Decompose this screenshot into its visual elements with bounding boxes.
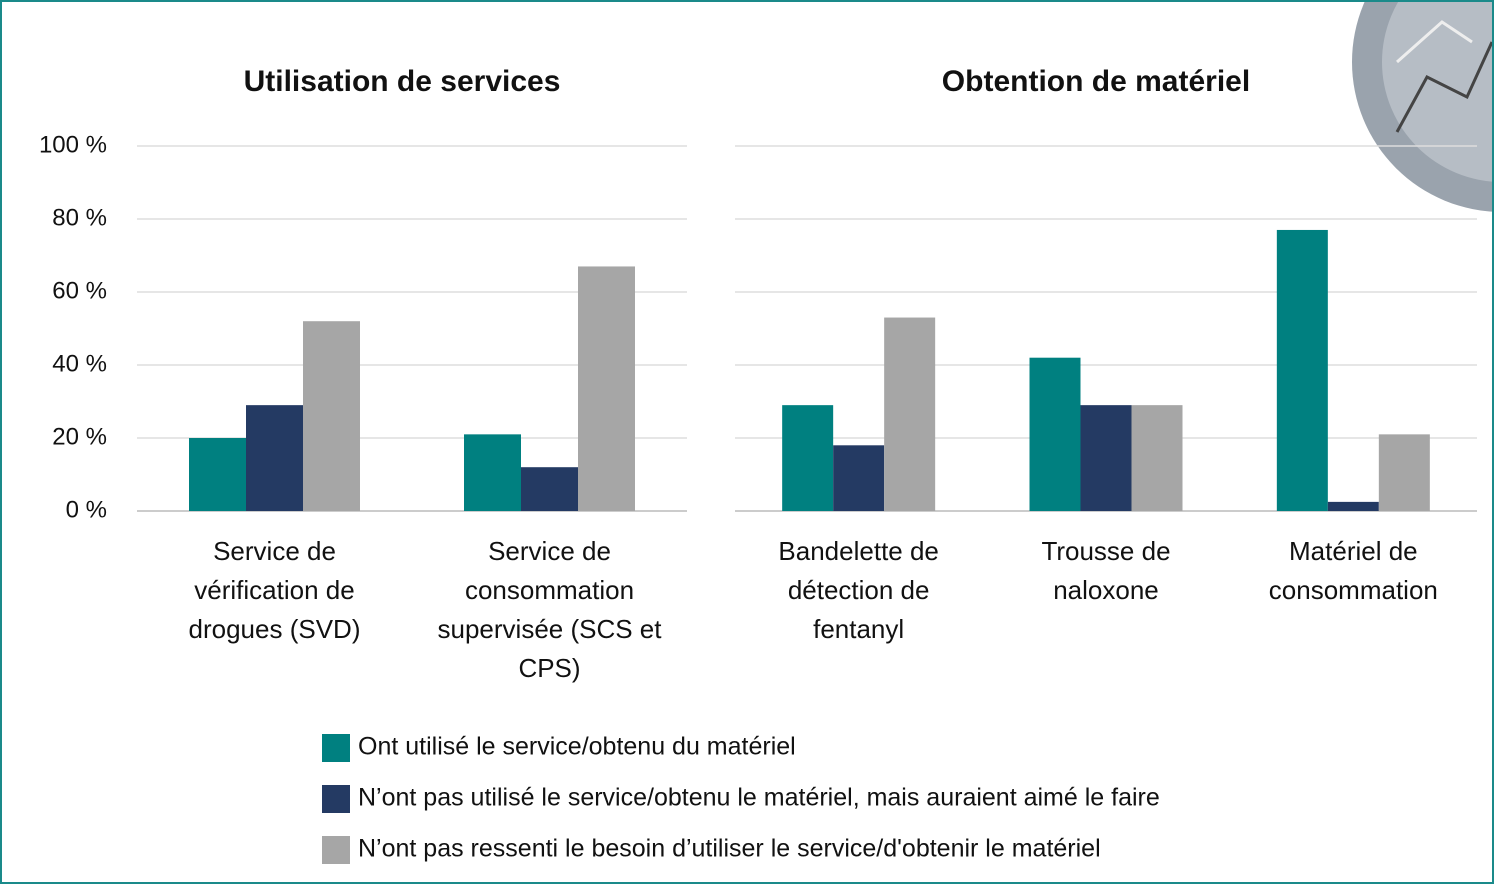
legend-swatch (322, 785, 350, 813)
y-tick-label: 0 % (66, 496, 107, 523)
y-tick-label: 60 % (52, 277, 107, 304)
legend-label: N’ont pas ressenti le besoin d’utiliser … (358, 835, 1101, 863)
y-tick-label: 40 % (52, 350, 107, 377)
y-tick-label: 20 % (52, 423, 107, 450)
y-tick-label: 100 % (39, 131, 107, 158)
bar (1277, 230, 1328, 511)
bar (833, 445, 884, 511)
bar (1081, 405, 1132, 511)
bar (1328, 502, 1379, 511)
chart-title: Utilisation de services (244, 65, 561, 98)
bar (578, 266, 635, 511)
legend-swatch (322, 734, 350, 762)
bar (884, 318, 935, 511)
legend-swatch (322, 836, 350, 864)
bar (189, 438, 246, 511)
x-tick-label: Service de vérification de drogues (SVD) (160, 532, 390, 649)
legend-label: N’ont pas utilisé le service/obtenu le m… (358, 784, 1160, 812)
bar (464, 434, 521, 511)
y-tick-label: 80 % (52, 204, 107, 231)
bar (303, 321, 360, 511)
x-tick-label: Trousse de naloxone (991, 532, 1221, 610)
bar (782, 405, 833, 511)
chart: Utilisation de services 0 % 20 % 40 % 60 % 80… (2, 2, 1492, 882)
x-tick-label: Bandelette de détection de fentanyl (744, 532, 974, 649)
legend-label: Ont utilisé le service/obtenu du matérie… (358, 733, 796, 761)
decoration (1352, 2, 1492, 212)
bar (246, 405, 303, 511)
x-tick-label: Matériel de consommation (1238, 532, 1468, 610)
bar (1132, 405, 1183, 511)
chart-title: Obtention de matériel (942, 65, 1250, 98)
bar (521, 467, 578, 511)
bar (1030, 358, 1081, 511)
page: Utilisation de services 0 % 20 % 40 % 60 % 80… (0, 0, 1494, 884)
bar (1379, 434, 1430, 511)
x-tick-label: Service de consommation supervisée (SCS … (435, 532, 665, 688)
